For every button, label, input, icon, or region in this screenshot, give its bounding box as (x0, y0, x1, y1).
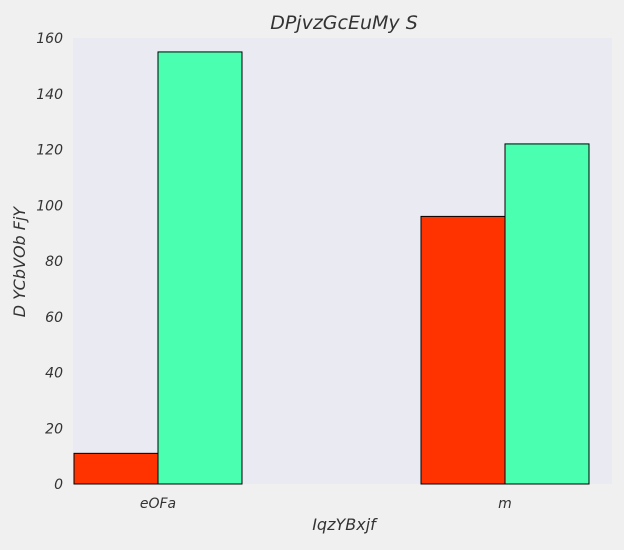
bar-series-2-eOFa (157, 51, 243, 485)
bar-series-1-m (420, 215, 506, 485)
y-tick-label: 60 (45, 310, 63, 326)
y-tick-label: 120 (36, 143, 63, 159)
y-tick-label: 20 (45, 421, 63, 437)
y-tick-label: 0 (54, 477, 63, 493)
x-tick-label: m (498, 496, 512, 512)
chart-title: DPjvzGcEuMy S (270, 12, 418, 34)
y-axis-label: D YCbVOb FjY (10, 206, 29, 318)
bars-layer (73, 51, 590, 485)
y-tick-label: 40 (45, 366, 63, 382)
y-tick-label: 100 (36, 198, 63, 214)
x-axis-label: IqzYBxjf (312, 515, 378, 534)
x-tick-label: eOFa (140, 496, 176, 512)
y-tick-label: 160 (36, 31, 63, 47)
y-axis-ticks: 0 20 40 60 80 100 120 140 160 (36, 31, 63, 493)
bar-series-2-m (504, 143, 590, 485)
y-tick-label: 140 (36, 87, 63, 103)
bar-series-1-eOFa (73, 452, 159, 485)
y-tick-label: 80 (45, 254, 63, 270)
x-axis-ticks: eOFa m (140, 496, 512, 512)
